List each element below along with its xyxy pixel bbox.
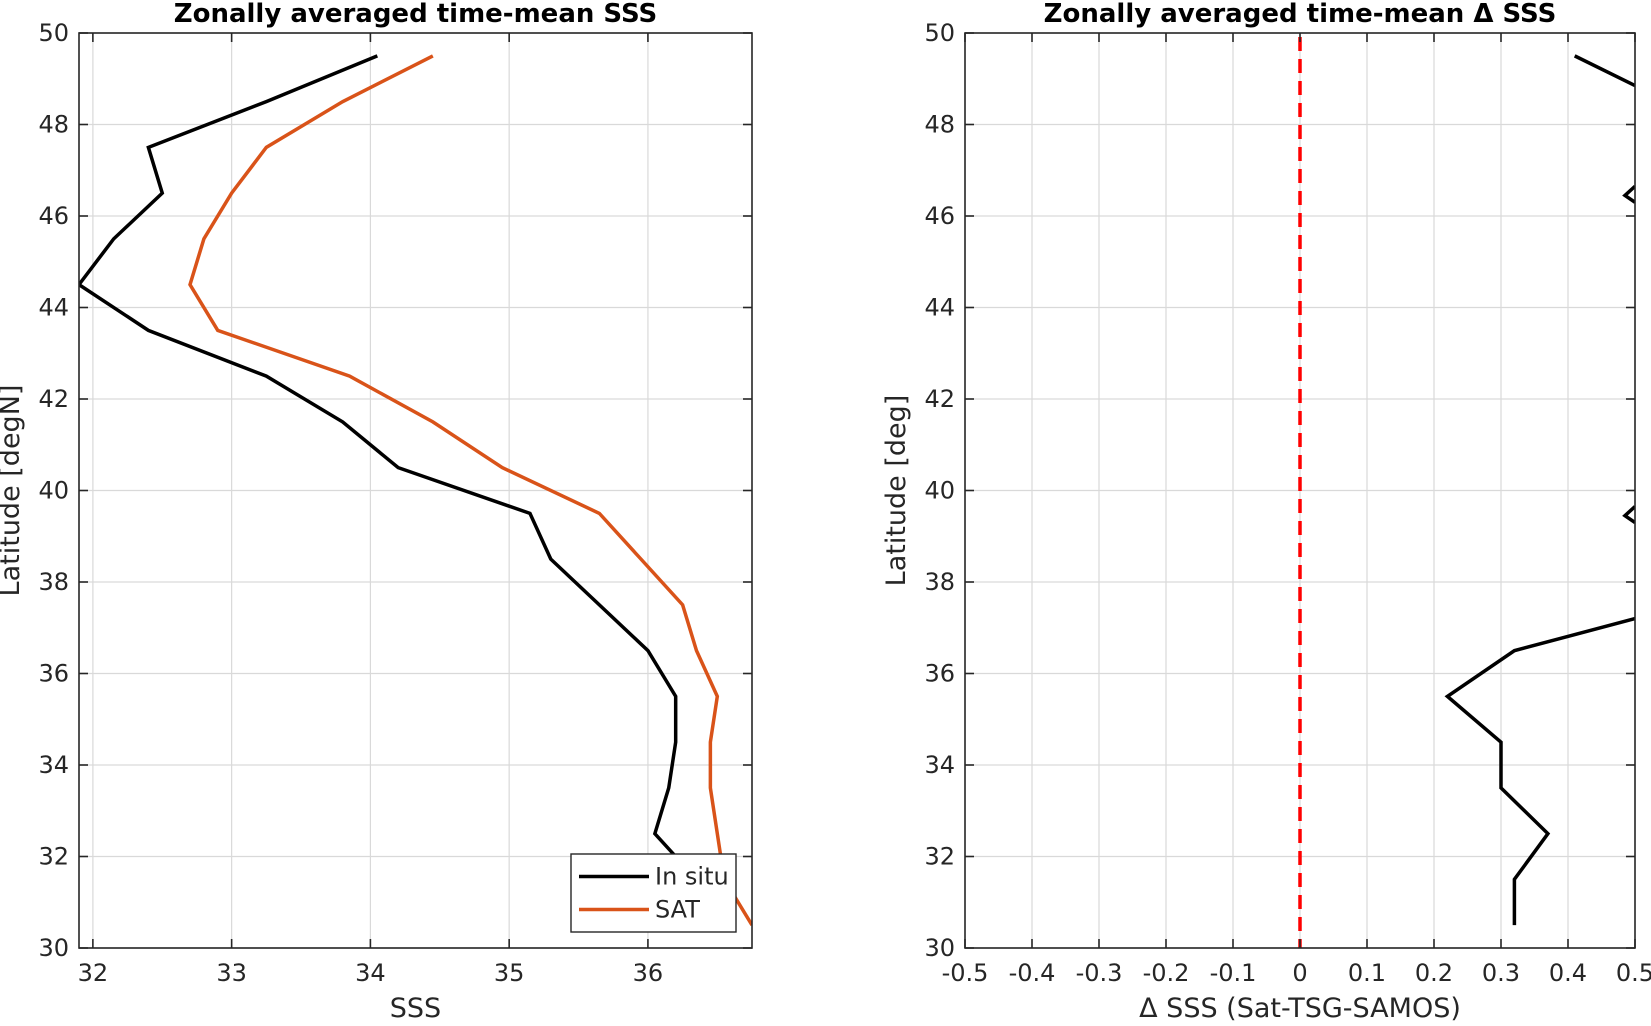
x-tick-label: 32 xyxy=(78,959,109,987)
y-tick-label: 38 xyxy=(38,568,69,596)
x-tick-label: 36 xyxy=(633,959,664,987)
legend-box xyxy=(570,853,737,933)
y-tick-label: 48 xyxy=(924,111,955,139)
y-tick-label: 40 xyxy=(924,477,955,505)
x-tick-label: -0.5 xyxy=(942,959,989,987)
y-axis-label: Latitude [degN] xyxy=(0,385,26,597)
x-tick-label: 0.1 xyxy=(1348,959,1386,987)
y-tick-label: 36 xyxy=(924,660,955,688)
y-tick-label: 36 xyxy=(38,660,69,688)
chart-title: Zonally averaged time-mean SSS xyxy=(174,0,658,29)
x-tick-label: 0 xyxy=(1292,959,1307,987)
series-line-in-situ xyxy=(79,54,678,858)
y-tick-label: 46 xyxy=(924,202,955,230)
x-tick-label: -0.1 xyxy=(1210,959,1257,987)
y-tick-label: 30 xyxy=(924,934,955,962)
x-tick-label: 0.4 xyxy=(1549,959,1587,987)
y-axis-label: Latitude [deg] xyxy=(881,395,912,587)
series-line-1 xyxy=(1573,54,1635,88)
chart-1: 32 33 34 35 36 30 32 34 36 38 40 42 44 46 48 50 Zonally … xyxy=(0,0,753,1024)
series-line-4 xyxy=(1444,616,1635,926)
x-tick-label: 35 xyxy=(494,959,525,987)
y-tick-label: 38 xyxy=(924,568,955,596)
series-line-2 xyxy=(1622,184,1635,204)
y-tick-label: 46 xyxy=(38,202,69,230)
y-tick-label: 32 xyxy=(924,843,955,871)
legend: In situ SAT xyxy=(570,853,737,933)
y-tick-label: 44 xyxy=(38,294,69,322)
x-tick-label: 0.5 xyxy=(1616,959,1651,987)
y-tick-label: 30 xyxy=(38,934,69,962)
y-tick-label: 34 xyxy=(38,751,69,779)
x-axis-label: Δ SSS (Sat-TSG-SAMOS) xyxy=(1139,993,1461,1024)
y-tick-label: 44 xyxy=(924,294,955,322)
y-tick-label: 42 xyxy=(38,385,69,413)
y-tick-label: 48 xyxy=(38,111,69,139)
x-tick-label: 0.2 xyxy=(1415,959,1453,987)
series-line-3 xyxy=(1622,505,1635,524)
series-line-sat xyxy=(188,54,752,927)
legend-label: SAT xyxy=(655,896,700,924)
chart-2: -0.5 -0.4 -0.3 -0.2 -0.1 0 0.1 0.2 0.3 0.4 0.5 30 32… xyxy=(881,0,1651,1024)
y-tick-label: 42 xyxy=(924,385,955,413)
y-tick-label: 32 xyxy=(38,843,69,871)
x-tick-label: 0.3 xyxy=(1482,959,1520,987)
x-tick-label: 33 xyxy=(216,959,247,987)
y-tick-label: 40 xyxy=(38,477,69,505)
x-tick-label: -0.3 xyxy=(1076,959,1123,987)
x-tick-label: -0.2 xyxy=(1143,959,1190,987)
chart-title: Zonally averaged time-mean Δ SSS xyxy=(1044,0,1557,29)
y-tick-label: 50 xyxy=(924,19,955,47)
legend-label: In situ xyxy=(655,863,729,891)
y-tick-label: 50 xyxy=(38,19,69,47)
x-tick-label: 34 xyxy=(355,959,386,987)
x-tick-label: -0.4 xyxy=(1009,959,1056,987)
y-tick-label: 34 xyxy=(924,751,955,779)
x-axis-label: SSS xyxy=(390,993,441,1024)
